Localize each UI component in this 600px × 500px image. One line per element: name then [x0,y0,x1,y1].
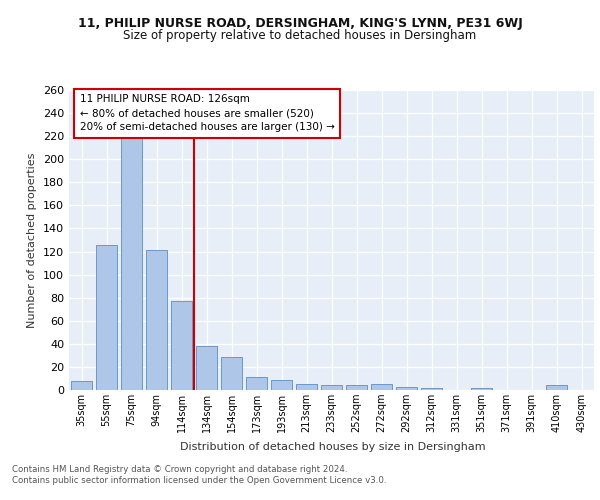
Text: Size of property relative to detached houses in Dersingham: Size of property relative to detached ho… [124,28,476,42]
Y-axis label: Number of detached properties: Number of detached properties [28,152,37,328]
Text: Distribution of detached houses by size in Dersingham: Distribution of detached houses by size … [180,442,486,452]
Bar [321,386,342,390]
Bar [296,384,317,390]
Bar [196,346,217,390]
Bar [221,356,242,390]
Bar [421,388,442,390]
Bar [271,380,292,390]
Bar [96,244,117,390]
Bar [346,386,367,390]
Bar [396,386,417,390]
Bar [546,386,567,390]
Bar [171,301,192,390]
Bar [246,378,267,390]
Bar [371,384,392,390]
Text: 11, PHILIP NURSE ROAD, DERSINGHAM, KING'S LYNN, PE31 6WJ: 11, PHILIP NURSE ROAD, DERSINGHAM, KING'… [77,18,523,30]
Text: 11 PHILIP NURSE ROAD: 126sqm
← 80% of detached houses are smaller (520)
20% of s: 11 PHILIP NURSE ROAD: 126sqm ← 80% of de… [79,94,334,132]
Bar [121,138,142,390]
Text: Contains public sector information licensed under the Open Government Licence v3: Contains public sector information licen… [12,476,386,485]
Text: Contains HM Land Registry data © Crown copyright and database right 2024.: Contains HM Land Registry data © Crown c… [12,465,347,474]
Bar [471,388,492,390]
Bar [146,250,167,390]
Bar [71,381,92,390]
